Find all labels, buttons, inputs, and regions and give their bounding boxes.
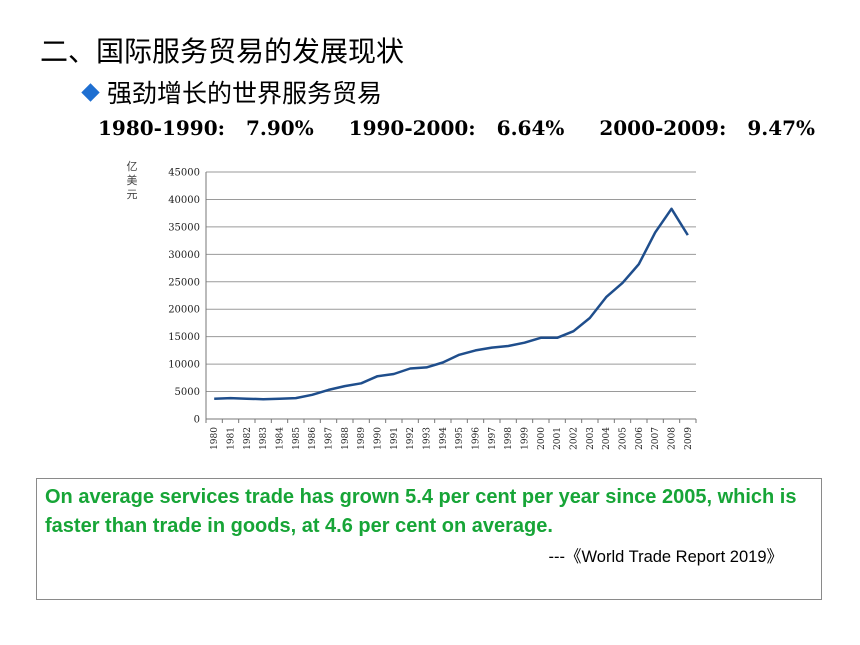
series-line: [214, 207, 689, 401]
quote-text: On average services trade has grown 5.4 …: [45, 486, 797, 537]
x-tick-label: 1985: [292, 427, 302, 450]
x-tick-label: 1998: [504, 427, 514, 450]
x-tick-label: 1988: [341, 427, 351, 450]
y-tick-label: 30000: [168, 250, 200, 261]
x-tick-label: 1992: [406, 427, 416, 450]
x-tick-label: 2005: [619, 427, 629, 450]
x-tick-label: 2004: [602, 427, 612, 450]
y-tick-label: 5000: [175, 387, 200, 398]
services-trade-line-chart: 0 5000 10000 15000 20000 25000 30000 35000 40000…: [168, 168, 697, 450]
x-tick-label: 2006: [635, 427, 645, 450]
rate-period: 1990-2000:: [348, 116, 476, 140]
x-tick-label: 2007: [651, 427, 661, 450]
x-tick-label: 1986: [308, 427, 318, 450]
rate-1980-1990: 1980-1990: 7.90%: [98, 116, 328, 140]
y-tick-label: 45000: [168, 168, 200, 179]
x-tick-label: 1980: [210, 427, 220, 450]
x-tick-label: 1999: [521, 427, 531, 450]
y-tick-label: 25000: [168, 277, 200, 288]
x-tick-label: 1995: [455, 427, 465, 450]
y-tick-label: 40000: [168, 195, 200, 206]
rate-period: 1980-1990:: [98, 116, 226, 140]
x-tick-label: 1982: [243, 427, 253, 450]
x-tick-label: 2000: [537, 427, 547, 450]
rate-2000-2009: 2000-2009: 9.47%: [599, 116, 829, 140]
rate-1990-2000: 1990-2000: 6.64%: [349, 116, 579, 140]
y-tick-label: 20000: [168, 305, 200, 316]
x-tick-label: 1981: [227, 427, 237, 450]
rate-period: 2000-2009:: [599, 116, 727, 140]
y-tick-label: 35000: [168, 222, 200, 233]
rate-value: 6.64%: [496, 116, 565, 140]
x-tick-label: 1994: [439, 427, 449, 450]
x-tick-label: 2008: [668, 427, 678, 450]
x-tick-label: 1989: [357, 427, 367, 450]
x-tick-label: 1987: [325, 427, 335, 450]
x-tick-label: 2002: [570, 427, 580, 450]
x-tick-label: 1984: [276, 427, 286, 450]
subtitle-text: 强劲增长的世界服务贸易: [107, 79, 383, 108]
growth-rates: 1980-1990: 7.90% 1990-2000: 6.64% 2000-2…: [98, 116, 843, 140]
page-title: 二、国际服务贸易的发展现状: [40, 35, 405, 68]
quote-source: ---《World Trade Report 2019》: [548, 548, 783, 566]
diamond-bullet-icon: [81, 82, 100, 102]
y-tick-label: 15000: [168, 332, 200, 343]
y-tick-label: 10000: [168, 360, 200, 371]
x-tick-label: 2009: [684, 427, 694, 450]
x-tick-label: 1991: [390, 427, 400, 450]
rate-value: 7.90%: [245, 116, 314, 140]
y-axis-unit-label: 亿美元: [126, 160, 138, 201]
x-tick-label: 2001: [553, 427, 563, 450]
x-tick-label: 1990: [374, 427, 384, 450]
x-tick-label: 1997: [488, 427, 498, 450]
x-tick-label: 1996: [472, 427, 482, 450]
x-tick-label: 2003: [586, 427, 596, 450]
x-tick-label: 1983: [259, 427, 269, 450]
section-subtitle: 强劲增长的世界服务贸易: [80, 74, 382, 110]
x-tick-label: 1993: [423, 427, 433, 450]
rate-value: 9.47%: [747, 116, 816, 140]
y-tick-label: 0: [194, 415, 200, 426]
quote-box: On average services trade has grown 5.4 …: [36, 478, 822, 600]
